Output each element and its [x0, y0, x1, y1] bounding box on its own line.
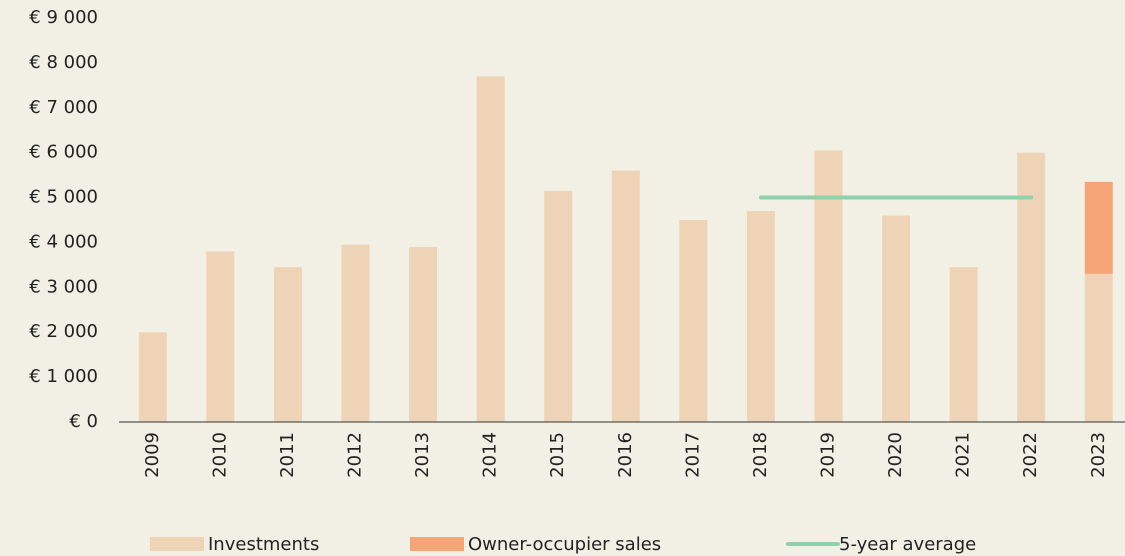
bar [746, 211, 775, 422]
y-tick-label: € 1 000 [29, 366, 98, 387]
legend-swatch [150, 537, 204, 551]
x-tick-label: 2017 [682, 432, 703, 478]
x-tick-label: 2020 [885, 432, 906, 478]
bar [814, 150, 843, 422]
bar [1084, 181, 1113, 274]
y-tick-label: € 6 000 [29, 142, 98, 163]
bar [679, 220, 708, 422]
y-tick-label: € 2 000 [29, 321, 98, 342]
legend-label: Owner-occupier sales [468, 534, 661, 555]
x-tick-label: 2015 [547, 432, 568, 478]
bar [544, 190, 573, 422]
x-tick-label: 2013 [412, 432, 433, 478]
bar [138, 332, 167, 422]
bar [273, 267, 302, 422]
y-tick-label: € 9 000 [29, 7, 98, 28]
bar [1084, 273, 1113, 422]
legend-label: 5-year average [839, 534, 976, 555]
y-tick-label: € 0 [69, 411, 98, 432]
x-tick-label: 2023 [1088, 432, 1109, 478]
bar [206, 251, 235, 422]
bar [341, 244, 370, 422]
x-tick-label: 2018 [750, 432, 771, 478]
x-tick-label: 2011 [277, 432, 298, 478]
y-tick-label: € 5 000 [29, 187, 98, 208]
x-tick-label: 2009 [142, 432, 163, 478]
x-tick-label: 2012 [344, 432, 365, 478]
bar [409, 246, 438, 422]
x-tick-label: 2022 [1020, 432, 1041, 478]
bar [476, 76, 505, 422]
x-tick-label: 2019 [817, 432, 838, 478]
bar [949, 267, 978, 422]
legend-label: Investments [208, 534, 319, 555]
x-tick-label: 2010 [209, 432, 230, 478]
bar [611, 170, 640, 422]
y-tick-label: € 3 000 [29, 276, 98, 297]
x-tick-label: 2021 [953, 432, 974, 478]
y-tick-label: € 8 000 [29, 52, 98, 73]
bar [1017, 152, 1046, 422]
x-tick-label: 2014 [480, 432, 501, 478]
x-tick-label: 2016 [615, 432, 636, 478]
legend-swatch [410, 537, 464, 551]
y-tick-label: € 7 000 [29, 97, 98, 118]
bar [882, 215, 911, 422]
y-tick-label: € 4 000 [29, 231, 98, 252]
